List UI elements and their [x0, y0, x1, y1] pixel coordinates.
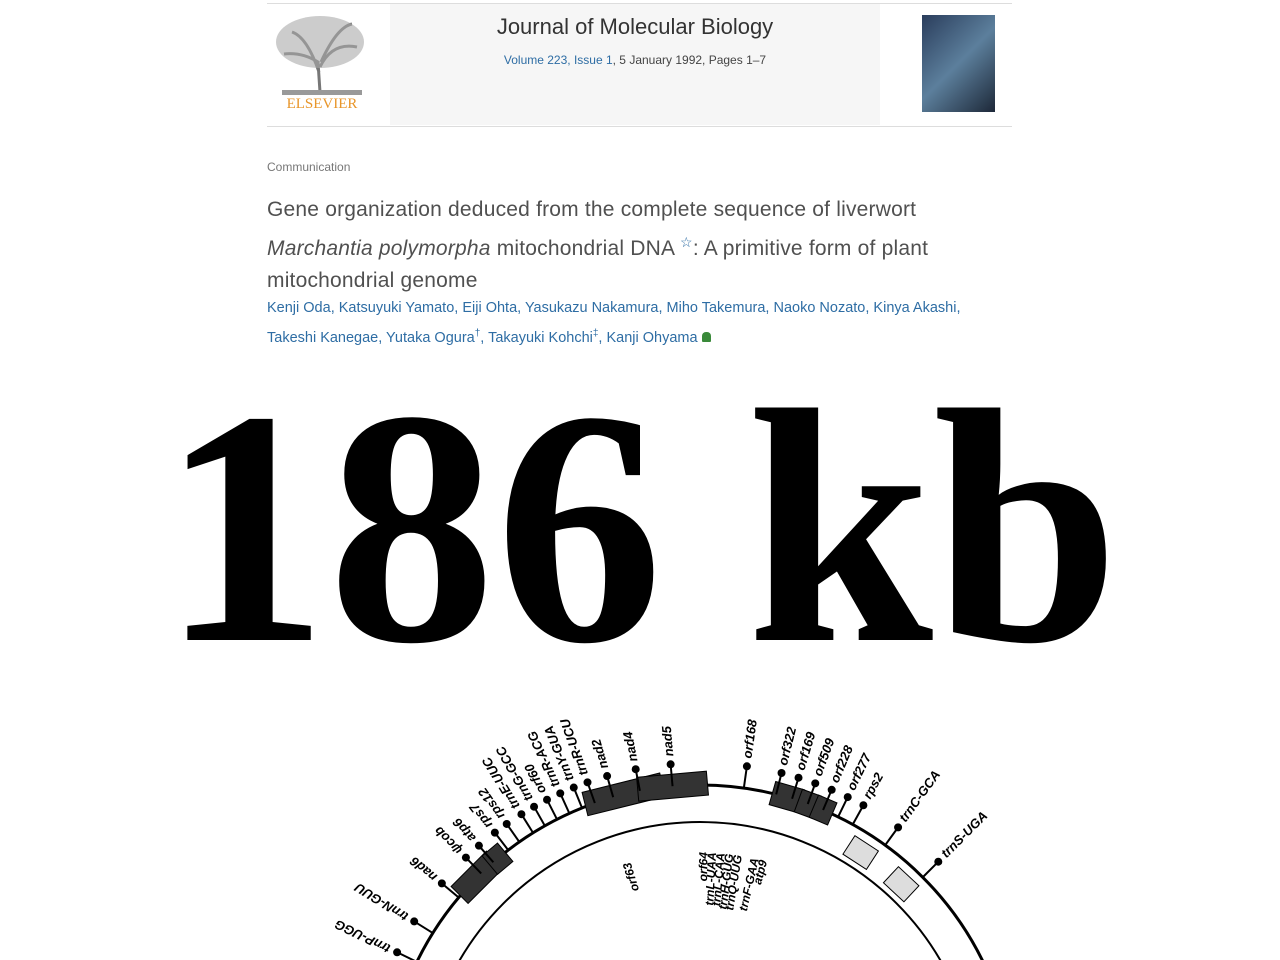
- author[interactable]: Kenji Oda,: [267, 300, 339, 316]
- tick-head: [410, 917, 419, 926]
- tick-head: [859, 801, 868, 810]
- gene-label: atp9: [750, 858, 770, 886]
- author[interactable]: Eiji Ohta,: [462, 300, 525, 316]
- title-text: mitochondrial DNA: [490, 237, 674, 260]
- gene-label: orf63: [620, 861, 642, 893]
- author-mark: ‡: [592, 328, 599, 339]
- gene-label: trnL-UAA: [702, 852, 719, 906]
- gene-box: [842, 835, 880, 871]
- title-text: : A primitive form of plant mitochondria…: [267, 237, 929, 292]
- title-italic: Marchantia polymorpha: [267, 237, 491, 260]
- author[interactable]: Miho Takemura,: [666, 300, 774, 316]
- tick-head: [742, 762, 751, 771]
- gene-label: trnS-UGA: [938, 808, 990, 860]
- tick-head: [502, 819, 511, 828]
- author-name[interactable]: Eiji Ohta: [462, 300, 518, 316]
- author[interactable]: Yasukazu Nakamura,: [524, 300, 667, 316]
- gene-label: trnN-GUU: [352, 880, 411, 925]
- article-title: Gene organization deduced from the compl…: [267, 194, 967, 297]
- rule: [267, 3, 1012, 4]
- tick-head: [474, 841, 483, 850]
- tick-head: [461, 853, 470, 862]
- tick-head: [811, 779, 820, 788]
- publisher: ELSEVIER: [287, 96, 358, 112]
- tick-head: [530, 802, 539, 811]
- author-name[interactable]: Yutaka Ogura: [386, 329, 475, 346]
- tick-head: [843, 793, 852, 802]
- gene-label: trnP-UGG: [332, 917, 392, 957]
- tick-head: [437, 879, 446, 888]
- author[interactable]: Katsuyuki Yamato,: [338, 300, 463, 316]
- issue-details: , 5 January 1992, Pages 1–7: [612, 53, 767, 67]
- title-star[interactable]: ☆: [680, 234, 693, 250]
- tick-head: [794, 773, 803, 782]
- issue-link[interactable]: Volume 223, Issue 1: [503, 53, 613, 67]
- headline: 186 kb: [160, 342, 1120, 713]
- author[interactable]: Kinya Akashi,: [873, 300, 961, 316]
- author[interactable]: Takeshi Kanegae,: [267, 329, 387, 346]
- author-name[interactable]: Yasukazu Nakamura: [524, 300, 659, 316]
- tick-head: [777, 769, 786, 778]
- tick-head: [894, 823, 903, 832]
- tick-head: [556, 789, 565, 798]
- contact-icon[interactable]: [701, 331, 711, 342]
- gene-label: trnC-GCA: [896, 767, 943, 824]
- author[interactable]: Takayuki Kohchi‡,: [488, 328, 607, 346]
- gene-label: orf64: [696, 852, 711, 882]
- author-name[interactable]: Katsuyuki Yamato: [338, 300, 455, 316]
- cover-image: [922, 15, 995, 112]
- tick-head: [827, 785, 836, 794]
- gene-label: orf168: [740, 718, 760, 759]
- tick-head: [583, 778, 592, 787]
- publisher-logo: ELSEVIER: [276, 16, 364, 112]
- tick-head: [603, 772, 612, 781]
- author[interactable]: Kanji Ohyama: [606, 330, 697, 346]
- author-name[interactable]: Takayuki Kohchi: [488, 329, 593, 346]
- tick-head: [393, 948, 402, 957]
- gene-label: nad2: [588, 737, 611, 771]
- gene-label: nad6: [406, 853, 439, 884]
- author-name[interactable]: Kenji Oda: [267, 300, 331, 316]
- inner-ring: [458, 821, 942, 960]
- author[interactable]: Naoko Nozato,: [773, 300, 874, 316]
- tick-head: [543, 795, 552, 804]
- title-text: Gene organization deduced from the compl…: [267, 198, 917, 221]
- gene-box: [882, 865, 920, 903]
- author-mark: †: [474, 328, 481, 339]
- tick-head: [490, 828, 499, 837]
- gene-label: nad4: [620, 730, 641, 763]
- author-name[interactable]: Kanji Ohyama: [606, 329, 698, 346]
- tick-head: [666, 760, 675, 769]
- citation: Volume 223, Issue 1, 5 January 1992, Pag…: [390, 53, 880, 67]
- tick-head: [569, 783, 578, 792]
- author-name[interactable]: Takeshi Kanegae: [267, 329, 379, 346]
- gene-label: nad5: [659, 725, 677, 757]
- author-name[interactable]: Miho Takemura: [666, 300, 766, 316]
- gene-label: trnH-GUG: [716, 853, 737, 910]
- author-name[interactable]: Naoko Nozato: [773, 300, 866, 316]
- article-type: Communication: [267, 160, 351, 174]
- header-band: [390, 4, 880, 125]
- gene-label: trnL-CAA: [709, 852, 728, 906]
- journal: Journal of Molecular Biology: [496, 14, 774, 39]
- author-name[interactable]: Kinya Akashi: [873, 300, 957, 316]
- author[interactable]: Yutaka Ogura†,: [386, 328, 489, 346]
- rule: [267, 126, 1012, 127]
- tick-head: [934, 857, 943, 866]
- genome-map: trnP-UGGtrnN-GUUnad6ψcobatp6rps7rps12trn…: [332, 716, 990, 960]
- tick-head: [517, 810, 526, 819]
- tick-head: [631, 765, 640, 774]
- gene-box: [481, 842, 514, 876]
- authors: Kenji Oda, Katsuyuki Yamato, Eiji Ohta, …: [267, 296, 987, 351]
